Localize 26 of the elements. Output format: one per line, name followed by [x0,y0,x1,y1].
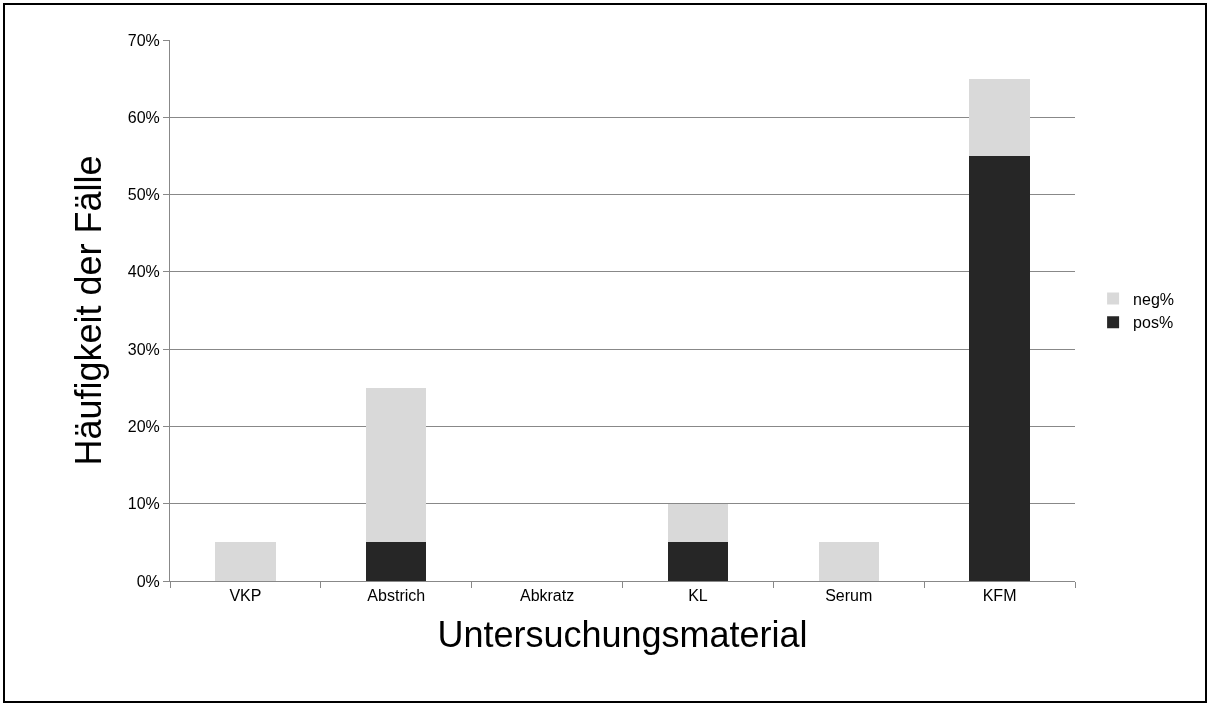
x-axis-title: Untersuchungsmaterial [437,613,808,655]
bar [215,542,276,581]
x-tick-label: KL [688,587,708,605]
x-tick-label: Abkratz [519,587,575,605]
bar [366,542,427,581]
bar [818,542,879,581]
bar [969,78,1030,156]
y-axis-title: Häufigkeit der Fälle [67,155,109,466]
x-tick-label: Abstrich [367,587,426,605]
legend-label: pos% [1133,314,1174,332]
legend-label: neg% [1133,290,1175,308]
bar [667,503,729,543]
x-tick-label: VKP [229,587,262,605]
y-tick-label: 10% [127,495,160,513]
y-tick-label: 20% [127,418,160,436]
bar [366,387,427,543]
bar [969,155,1030,581]
y-tick-label: 0% [136,572,160,590]
y-tick-label: 40% [127,263,160,281]
y-tick-label: 30% [127,340,160,358]
y-tick-label: 70% [127,31,160,49]
x-tick-label: Serum [825,587,873,605]
y-tick-label: 60% [127,108,160,126]
bar [667,542,729,581]
y-tick-label: 50% [127,186,160,204]
x-tick-label: KFM [982,587,1017,605]
